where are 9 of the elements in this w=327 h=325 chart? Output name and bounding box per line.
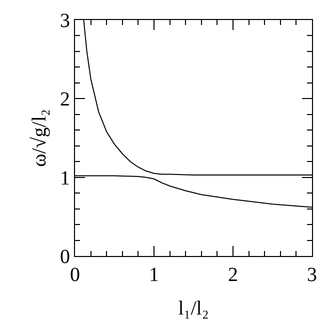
x-tick-label: 3 [307,264,317,286]
y-tick-label: 3 [60,10,70,32]
y-tick-label: 0 [60,246,70,268]
x-tick-label: 2 [228,264,238,286]
y-tick-label: 2 [60,88,70,111]
y-axis-title: ω/√g/l₂ [28,109,50,167]
x-axis-title: l₁/l₂ [178,298,209,320]
y-tick-label: 1 [60,167,70,190]
x-tick-label: 1 [149,264,159,286]
